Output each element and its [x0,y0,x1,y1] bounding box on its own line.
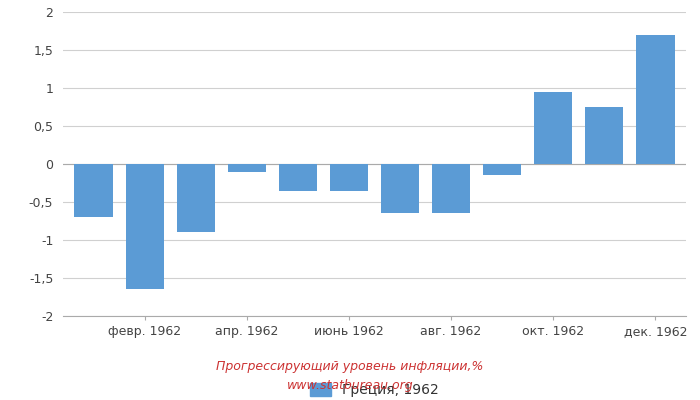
Legend: Греция, 1962: Греция, 1962 [304,378,444,400]
Bar [228,164,266,172]
Bar [585,107,624,164]
Bar [74,164,113,217]
Bar [176,164,215,232]
Bar [330,164,368,190]
Bar [125,164,164,290]
Bar [432,164,470,214]
Text: Прогрессирующий уровень инфляции,%: Прогрессирующий уровень инфляции,% [216,360,484,373]
Bar [279,164,317,190]
Text: www.statbureau.org: www.statbureau.org [287,379,413,392]
Bar [483,164,522,175]
Bar [534,92,573,164]
Bar [636,35,675,164]
Bar [381,164,419,214]
